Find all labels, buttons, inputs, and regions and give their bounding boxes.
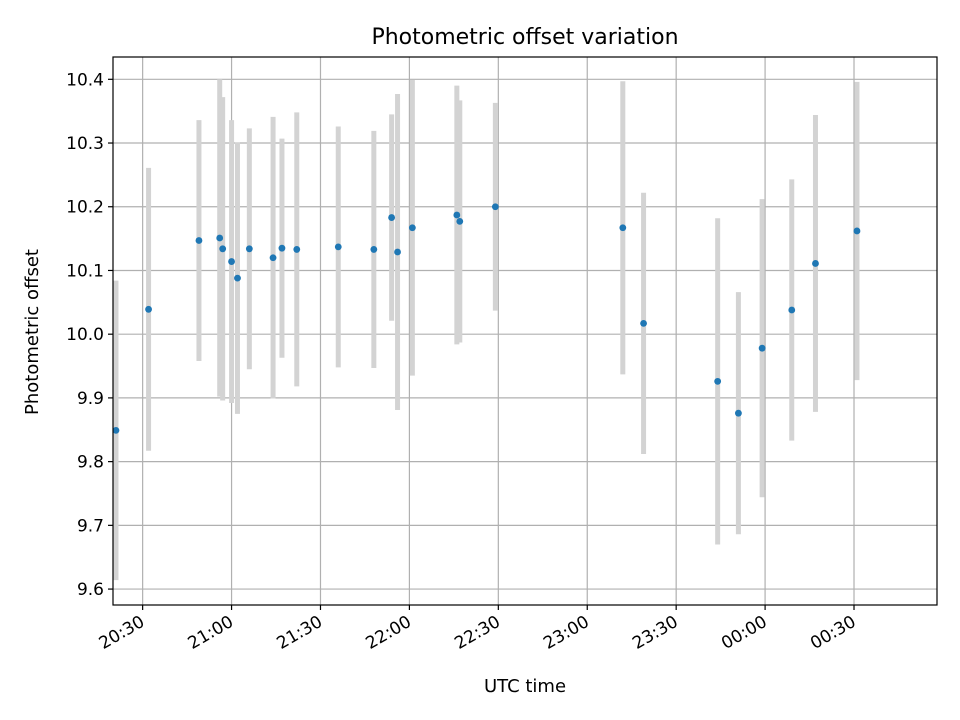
data-point bbox=[234, 274, 241, 282]
data-point bbox=[812, 260, 819, 267]
data-point bbox=[388, 214, 396, 221]
data-point bbox=[394, 248, 401, 256]
y-tick-label: 9.6 bbox=[77, 580, 104, 600]
data-point bbox=[491, 203, 499, 211]
data-point bbox=[735, 409, 742, 417]
data-points bbox=[112, 203, 861, 434]
data-point bbox=[640, 319, 647, 327]
data-point bbox=[453, 211, 461, 219]
y-tick-label: 9.8 bbox=[77, 453, 104, 473]
data-point bbox=[269, 254, 277, 262]
y-tick-label: 10.3 bbox=[66, 134, 104, 154]
y-tick-label: 10.4 bbox=[66, 70, 104, 90]
plot-frame bbox=[112, 56, 938, 606]
y-tick-label: 10.2 bbox=[66, 198, 104, 218]
y-tick-label: 9.9 bbox=[77, 389, 104, 409]
data-point bbox=[619, 224, 627, 232]
grid bbox=[113, 57, 937, 605]
data-point bbox=[112, 427, 120, 434]
y-tick-label: 10.0 bbox=[66, 325, 104, 345]
data-point bbox=[195, 237, 203, 244]
data-point bbox=[456, 218, 464, 225]
data-point bbox=[853, 227, 861, 235]
data-point bbox=[145, 305, 152, 313]
data-point bbox=[219, 245, 227, 253]
y-axis-label: Photometric offset bbox=[22, 249, 43, 415]
data-point bbox=[293, 246, 301, 253]
y-tick-label: 9.7 bbox=[77, 516, 104, 536]
data-point bbox=[245, 245, 253, 253]
data-point bbox=[334, 243, 342, 251]
data-point bbox=[278, 244, 286, 252]
data-point bbox=[788, 306, 796, 314]
data-point bbox=[714, 377, 722, 385]
data-point bbox=[216, 234, 224, 242]
data-point bbox=[370, 246, 378, 253]
x-axis-label: UTC time bbox=[484, 676, 566, 697]
data-point bbox=[228, 258, 235, 265]
data-point bbox=[408, 224, 416, 232]
y-tick-label: 10.1 bbox=[66, 261, 104, 281]
chart-title: Photometric offset variation bbox=[371, 25, 678, 50]
data-point bbox=[758, 344, 766, 352]
